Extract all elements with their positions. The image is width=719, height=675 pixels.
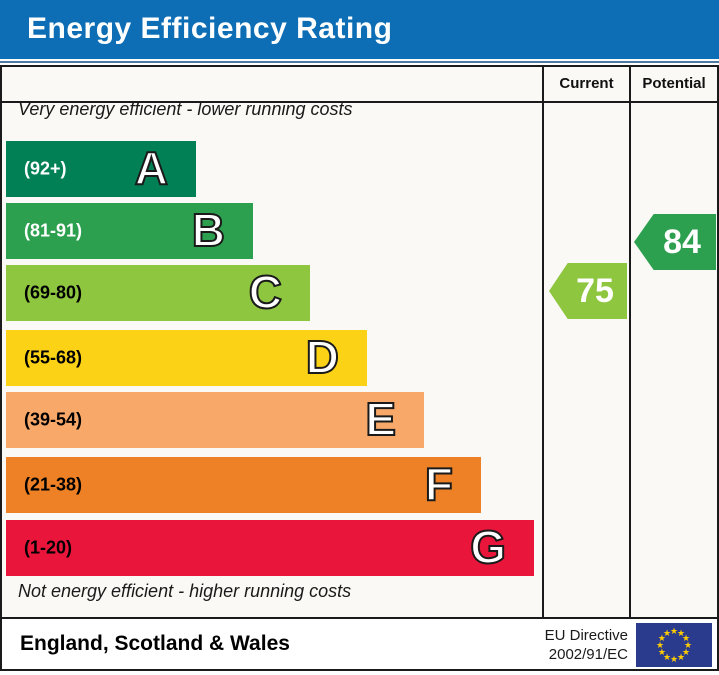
potential-rating-arrow: 84 xyxy=(634,214,716,270)
band-letter: C xyxy=(248,265,283,319)
potential-column-divider xyxy=(629,67,631,617)
svg-text:★: ★ xyxy=(682,633,690,643)
top-note: Very energy efficient - lower running co… xyxy=(18,99,353,119)
band-range-label: (69-80) xyxy=(24,282,83,303)
band-e: (39-54) E xyxy=(6,392,424,448)
band-letter: F xyxy=(424,457,454,511)
band-range-label: (1-20) xyxy=(24,537,73,558)
footer-divider xyxy=(2,617,717,619)
svg-text:★: ★ xyxy=(658,647,666,657)
band-range-label: (81-91) xyxy=(24,220,83,241)
footer: England, Scotland & Wales EU Directive 2… xyxy=(2,619,717,669)
svg-text:★: ★ xyxy=(670,626,678,636)
band-a: (92+) A xyxy=(6,141,196,197)
band-range-label: (39-54) xyxy=(24,409,83,430)
svg-text:★: ★ xyxy=(656,640,664,650)
column-header-potential: Potential xyxy=(642,75,706,92)
svg-text:★: ★ xyxy=(684,640,692,650)
svg-text:★: ★ xyxy=(663,628,671,638)
band-letter: G xyxy=(469,520,507,574)
title-bar: Energy Efficiency Rating xyxy=(0,0,719,59)
band-letter: B xyxy=(191,203,226,257)
current-rating-arrow: 75 xyxy=(549,263,627,319)
column-header-current: Current xyxy=(559,75,614,92)
current-rating-value: 75 xyxy=(576,271,614,310)
eu-flag-icon: ★★★★★★★★★★★★ xyxy=(636,623,712,667)
svg-text:★: ★ xyxy=(658,633,666,643)
header-divider xyxy=(2,101,717,103)
eu-directive-label: EU Directive 2002/91/EC xyxy=(545,626,628,664)
bottom-note: Not energy efficient - higher running co… xyxy=(18,581,352,601)
svg-text:★: ★ xyxy=(677,652,685,662)
svg-text:★: ★ xyxy=(663,652,671,662)
band-range-label: (92+) xyxy=(24,158,67,179)
band-range-label: (21-38) xyxy=(24,474,83,495)
epc-table: Current Potential Very energy efficient … xyxy=(0,65,719,671)
current-column-divider xyxy=(542,67,544,617)
band-f: (21-38) F xyxy=(6,457,481,513)
svg-text:★: ★ xyxy=(682,647,690,657)
svg-text:★: ★ xyxy=(670,654,678,664)
potential-rating-value: 84 xyxy=(663,222,701,261)
page-title: Energy Efficiency Rating xyxy=(27,12,393,45)
eu-directive-line1: EU Directive xyxy=(544,627,628,644)
band-letter: D xyxy=(305,330,340,384)
svg-text:★: ★ xyxy=(677,628,685,638)
eu-directive-line2: 2002/91/EC xyxy=(548,646,628,663)
band-range-label: (55-68) xyxy=(24,347,83,368)
band-letter: E xyxy=(364,392,397,446)
accent-line xyxy=(0,61,719,63)
region-label: England, Scotland & Wales xyxy=(20,632,290,655)
band-letter: A xyxy=(134,141,169,195)
band-d: (55-68) D xyxy=(6,330,367,386)
band-c: (69-80) C xyxy=(6,265,310,321)
band-g: (1-20) G xyxy=(6,520,534,576)
band-b: (81-91) B xyxy=(6,203,253,259)
